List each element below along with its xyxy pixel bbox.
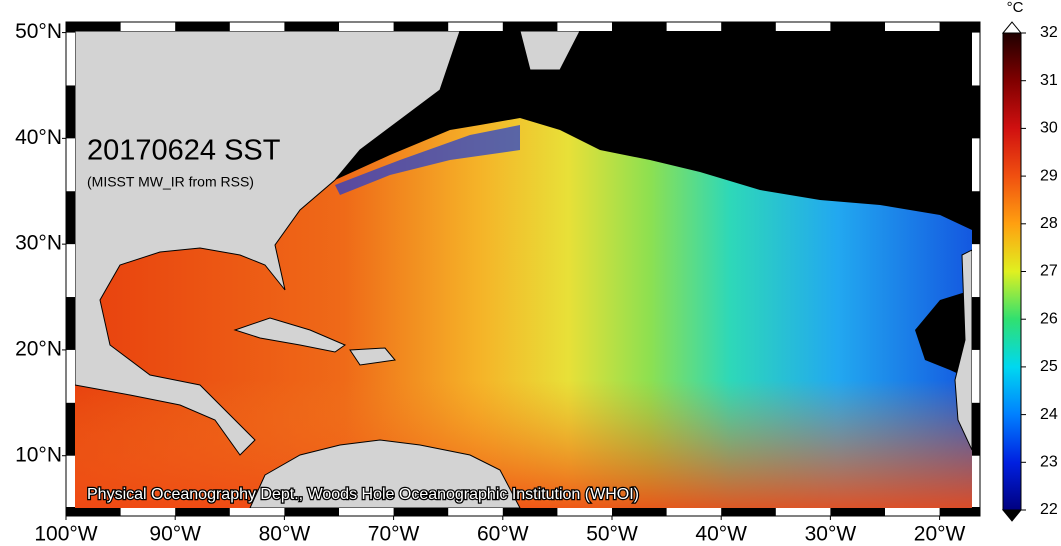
frame-segment: [66, 507, 121, 516]
lat-tick-label: 50°N: [15, 20, 62, 43]
land-hispaniola: [349, 347, 396, 366]
frame-segment: [721, 22, 776, 31]
colorbar-extend-top: [1001, 21, 1023, 34]
cold-water: [335, 31, 972, 230]
colorbar-tick-label: 29: [1040, 167, 1058, 184]
credit: Physical Oceanography Dept., Woods Hole …: [87, 486, 639, 503]
colorbar-tick-label: 32: [1040, 24, 1058, 41]
frame-segment: [971, 85, 980, 139]
frame-segment: [393, 507, 449, 516]
frame-segment: [971, 508, 980, 516]
frame-segment: [971, 297, 980, 350]
frame-segment: [66, 402, 75, 456]
land-north-america: [75, 31, 461, 456]
lon-tick-label: 50°W: [586, 523, 638, 546]
lon-tick-label: 20°W: [914, 523, 966, 546]
land-africa: [954, 249, 972, 451]
colorbar-tick-label: 31: [1040, 72, 1058, 89]
sst-field: [75, 31, 972, 508]
frame-segment: [66, 297, 75, 350]
frame-segment: [66, 85, 75, 139]
frame-segment: [611, 507, 667, 516]
frame-segment: [393, 22, 449, 31]
frame-segment: [939, 507, 980, 516]
land-south-america: [249, 439, 521, 508]
sst-south: [75, 380, 972, 508]
map-subtitle: (MISST MW_IR from RSS): [87, 174, 254, 190]
frame-segment: [971, 402, 980, 456]
colorbar: °C: [1001, 0, 1024, 522]
lon-tick-label: 60°W: [477, 523, 529, 546]
frame-segment: [830, 22, 885, 31]
frame-segment: [284, 22, 339, 31]
frame-segment: [502, 22, 558, 31]
frame-segment: [502, 507, 558, 516]
frame-segment: [971, 191, 980, 245]
frame-segment: [66, 191, 75, 245]
frame-segment: [175, 507, 230, 516]
lon-tick-label: 40°W: [695, 523, 747, 546]
lon-tick-label: 80°W: [259, 523, 311, 546]
colorbar-tick-label: 23: [1040, 454, 1058, 471]
lat-tick-label: 30°N: [15, 232, 62, 255]
colorbar-tick-label: 24: [1040, 406, 1058, 423]
frame-segment: [830, 507, 885, 516]
frame-segment: [939, 22, 980, 31]
lat-tick-label: 40°N: [15, 126, 62, 149]
frame-segment: [66, 22, 121, 31]
frame-segment: [721, 507, 776, 516]
colorbar-tick-label: 25: [1040, 358, 1058, 375]
colorbar-tick-label: 30: [1040, 120, 1058, 137]
gulf-stream: [335, 125, 520, 195]
frame-segment: [175, 22, 230, 31]
map-title: 20170624 SST: [87, 135, 281, 167]
colorbar-unit: °C: [1007, 0, 1024, 16]
frame-segment: [284, 507, 339, 516]
colorbar-tick-label: 26: [1040, 310, 1058, 327]
colorbar-tick-label: 28: [1040, 215, 1058, 232]
frame-segment: [66, 22, 75, 33]
lon-tick-label: 70°W: [368, 523, 420, 546]
frame-segment: [971, 22, 980, 33]
cold-water: [915, 290, 972, 380]
colorbar-tick-label: 22: [1040, 501, 1058, 518]
colorbar-scale: [1002, 32, 1022, 511]
lon-tick-label: 90°W: [149, 523, 201, 546]
frame-segment: [66, 508, 75, 516]
lon-tick-label: 100°W: [34, 523, 97, 546]
lat-tick-label: 10°N: [15, 443, 62, 466]
frame-segment: [611, 22, 667, 31]
land-great-lakes: [519, 31, 581, 71]
lon-tick-label: 30°W: [805, 523, 857, 546]
land-cuba: [233, 317, 347, 353]
lat-tick-label: 20°N: [15, 337, 62, 360]
colorbar-extend-bottom: [1001, 509, 1023, 522]
colorbar-tick-label: 27: [1040, 263, 1058, 280]
